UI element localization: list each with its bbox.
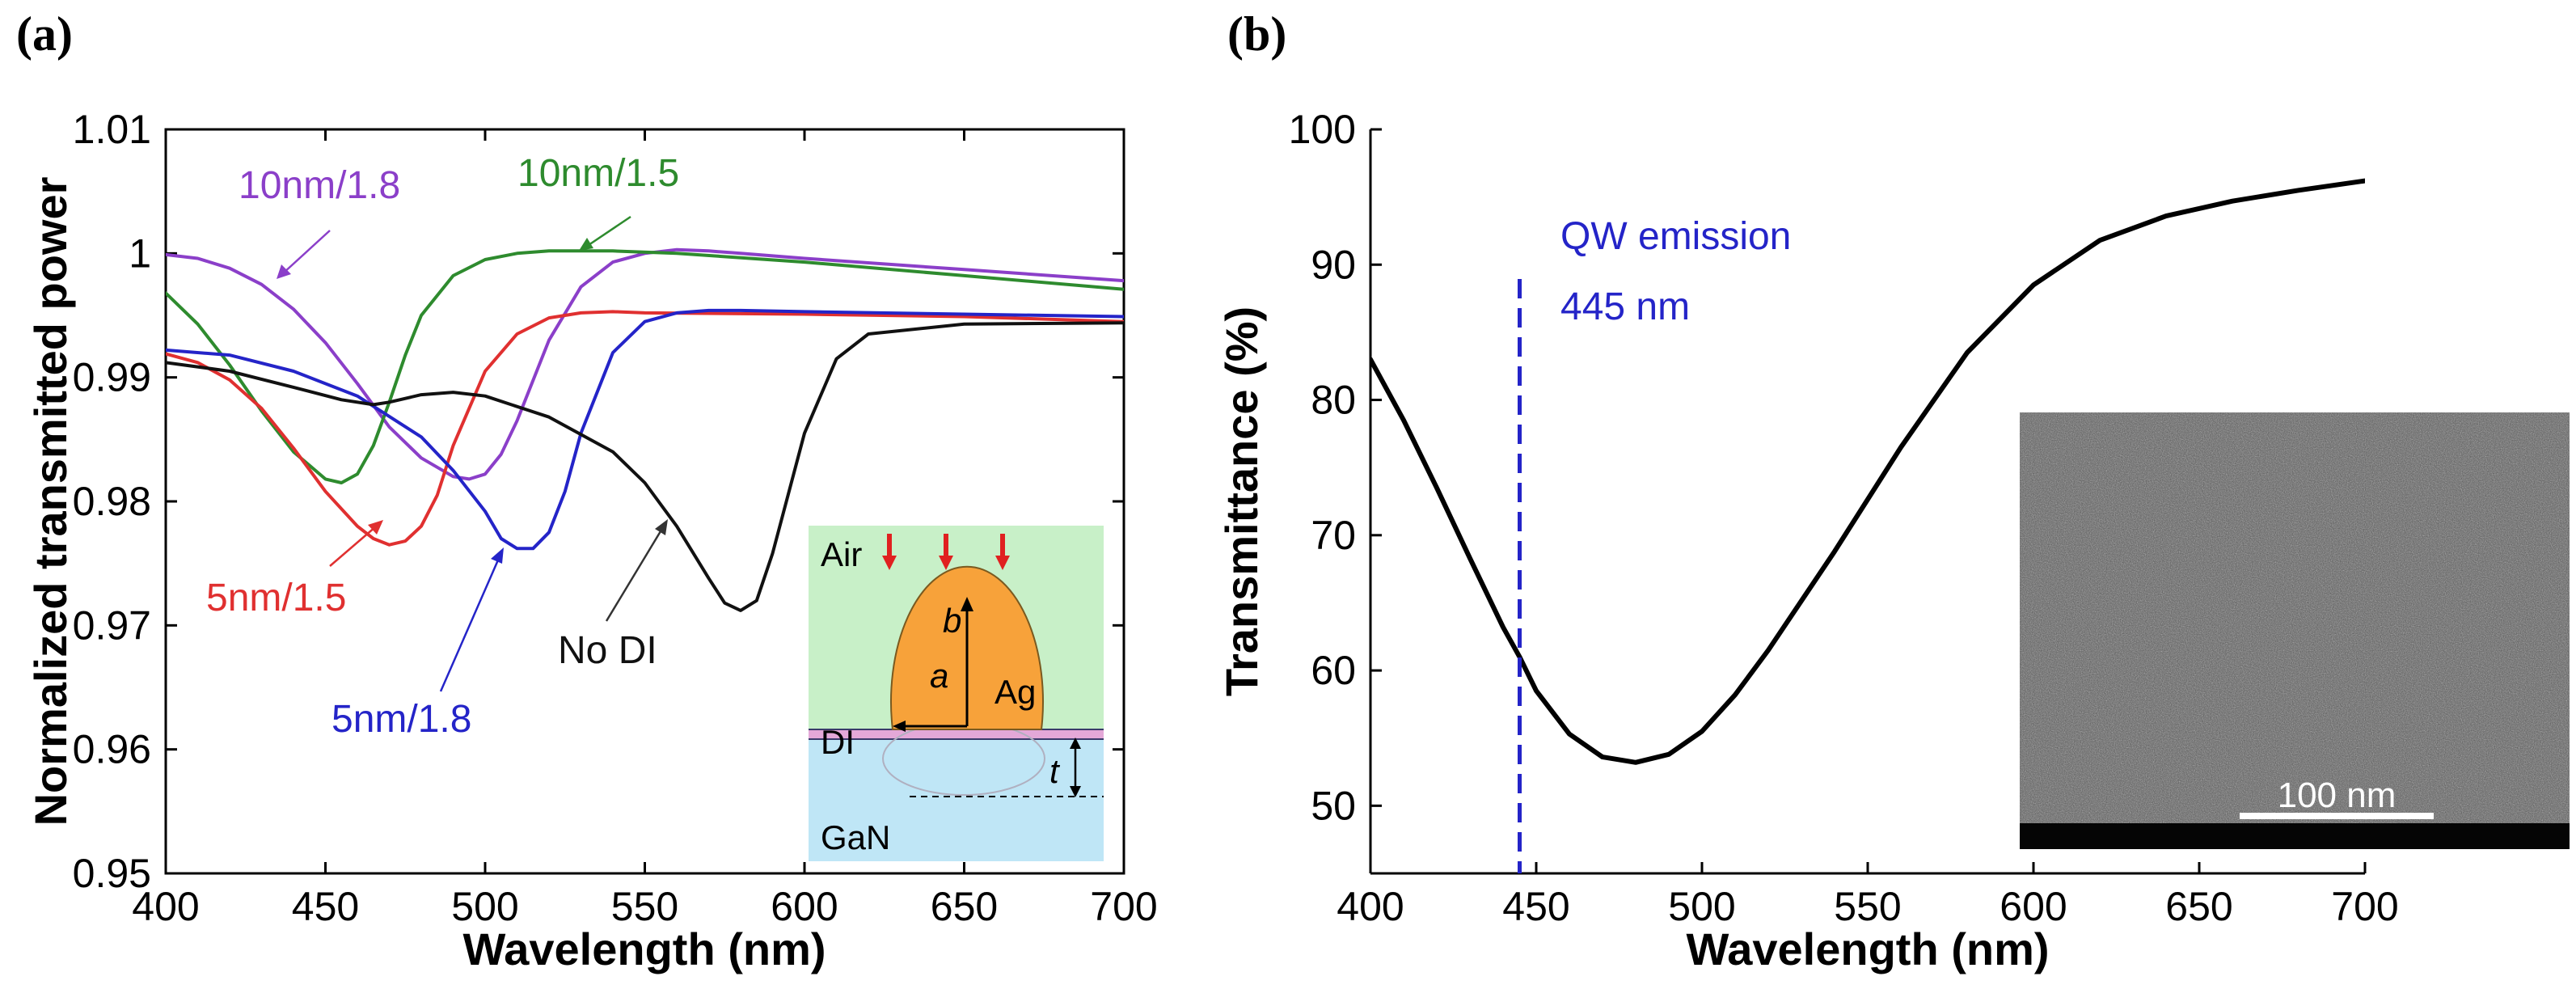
y-tick-label: 60 — [1311, 648, 1356, 693]
chart-a-ylabel: Normalized transmitted power — [25, 177, 76, 826]
sem-inset: 100 nm — [2020, 412, 2570, 849]
chart-b-series — [1370, 178, 2365, 765]
inset-di-label: DI — [821, 723, 855, 761]
x-tick-label: 650 — [931, 884, 998, 929]
sem-scale-bar — [2240, 813, 2434, 819]
annotation-10nm-1-5: 10nm/1.5 — [517, 152, 679, 195]
inset-ag-label: Ag — [995, 673, 1036, 711]
inset-b-label: b — [943, 602, 961, 640]
sem-scale-label: 100 nm — [2278, 776, 2397, 815]
qw-emission-label: QW emission — [1560, 215, 1791, 258]
series-line-5nm-1-5 — [166, 310, 1124, 547]
y-tick-label: 70 — [1311, 513, 1356, 558]
annotation-5nm-1-8: 5nm/1.8 — [332, 698, 471, 741]
qw-wavelength-label: 445 nm — [1560, 285, 1690, 328]
y-tick-label: 0.96 — [73, 727, 151, 772]
y-tick-label: 1 — [129, 230, 151, 276]
series-line-10nm-1-5 — [166, 249, 1124, 484]
inset-t-label: t — [1049, 752, 1061, 790]
inset-gan-region — [809, 736, 1104, 861]
x-tick-label: 550 — [1834, 884, 1901, 929]
chart-a-series — [166, 247, 1124, 612]
chart-b: 400 450 500 550 600 650 700 50 60 70 80 90 100 100 n… — [1216, 107, 2570, 974]
chart-a-annotations: 10nm/1.8 10nm/1.5 5nm/1.5 5nm/1.8 No DI — [206, 152, 679, 741]
y-tick-label: 100 — [1289, 107, 1356, 152]
x-tick-label: 650 — [2165, 884, 2232, 929]
panel-a-label: (a) — [16, 7, 73, 61]
inset-gan-label: GaN — [821, 818, 890, 856]
chart-b-ticks: 400 450 500 550 600 650 700 50 60 70 80 90 100 — [1289, 107, 2399, 929]
x-tick-label: 500 — [451, 884, 518, 929]
series-line-transmittance — [1370, 178, 2365, 765]
y-tick-label: 50 — [1311, 783, 1356, 828]
y-tick-label: 80 — [1311, 378, 1356, 423]
inset-air-label: Air — [821, 535, 862, 573]
x-tick-label: 550 — [611, 884, 678, 929]
series-line-10nm-1-8 — [166, 247, 1124, 481]
x-tick-label: 600 — [2000, 884, 2067, 929]
annotation-10nm-1-8: 10nm/1.8 — [239, 164, 400, 207]
x-tick-label: 400 — [132, 884, 199, 929]
x-tick-label: 450 — [1502, 884, 1569, 929]
x-tick-label: 700 — [2331, 884, 2398, 929]
x-tick-label: 400 — [1337, 884, 1404, 929]
y-tick-label: 0.95 — [73, 851, 151, 896]
chart-a-ticks: 400 450 500 550 600 650 700 0.95 0.96 0.97 0.98 0.9… — [73, 107, 1158, 929]
chart-b-xlabel: Wavelength (nm) — [1686, 924, 2049, 974]
y-tick-label: 0.99 — [73, 355, 151, 400]
inset-incident-arrows — [882, 534, 1010, 570]
y-tick-label: 90 — [1311, 242, 1356, 287]
annotation-5nm-1-5: 5nm/1.5 — [206, 577, 346, 619]
sem-info-bar — [2020, 823, 2570, 849]
panel-b-label: (b) — [1227, 7, 1286, 61]
x-tick-label: 500 — [1668, 884, 1735, 929]
y-tick-label: 1.01 — [73, 107, 151, 152]
x-tick-label: 450 — [292, 884, 359, 929]
inset-a-label: a — [930, 657, 948, 695]
series-line-no-di — [166, 321, 1124, 612]
x-tick-label: 600 — [771, 884, 838, 929]
x-tick-label: 700 — [1090, 884, 1157, 929]
series-line-5nm-1-8 — [166, 308, 1124, 551]
annotation-no-di: No DI — [558, 629, 657, 672]
chart-a-xlabel: Wavelength (nm) — [462, 924, 826, 974]
chart-a: 400 450 500 550 600 650 700 0.95 0.96 0.97 0.98 0.9… — [25, 107, 1158, 974]
y-tick-label: 0.97 — [73, 602, 151, 648]
y-tick-label: 0.98 — [73, 479, 151, 524]
inset-schematic: Air Ag DI GaN a b t — [809, 526, 1104, 861]
chart-b-ylabel: Transmittance (%) — [1216, 306, 1267, 696]
